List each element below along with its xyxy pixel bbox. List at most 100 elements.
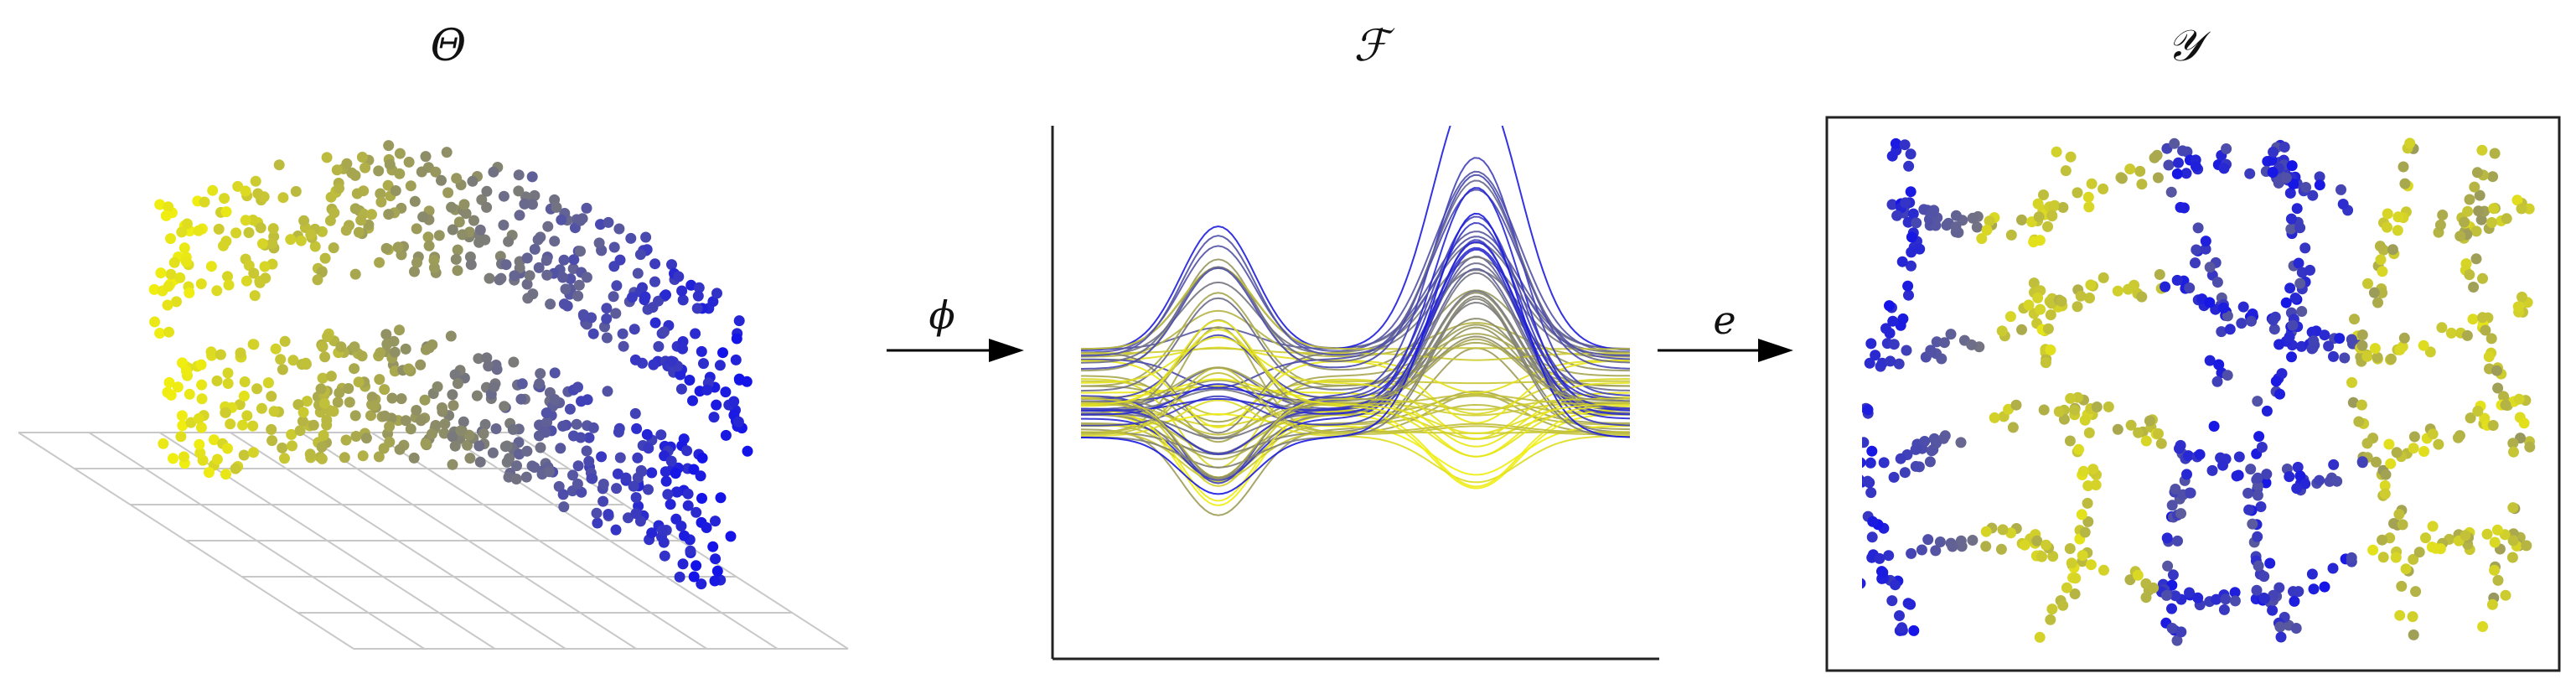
theta-point bbox=[416, 166, 427, 178]
theta-point bbox=[375, 196, 387, 208]
embedding-point bbox=[2286, 351, 2297, 363]
theta-point bbox=[219, 193, 230, 205]
embedding-point bbox=[2242, 487, 2254, 499]
arrow-phi: ϕ bbox=[887, 293, 1024, 362]
theta-point bbox=[626, 292, 638, 303]
theta-point bbox=[458, 199, 470, 210]
embedding-point bbox=[2172, 535, 2183, 547]
theta-point bbox=[587, 473, 598, 484]
embedding-point bbox=[2060, 165, 2072, 177]
theta-point bbox=[441, 147, 453, 158]
theta-point bbox=[349, 363, 360, 375]
theta-point bbox=[695, 470, 706, 482]
embedding-point bbox=[2032, 292, 2044, 303]
theta-point bbox=[503, 236, 515, 247]
theta-point bbox=[350, 431, 362, 442]
embedding-point bbox=[2512, 301, 2524, 313]
theta-point bbox=[670, 468, 681, 479]
embedding-point bbox=[2268, 324, 2280, 335]
embedding-point bbox=[2103, 401, 2114, 412]
embedding-point bbox=[2327, 562, 2339, 574]
theta-point bbox=[520, 471, 532, 483]
theta-point bbox=[608, 241, 620, 253]
theta-point bbox=[165, 268, 177, 280]
theta-point bbox=[447, 431, 458, 443]
theta-point bbox=[653, 340, 665, 352]
theta-point bbox=[717, 347, 728, 359]
theta-point bbox=[237, 419, 248, 431]
theta-point bbox=[302, 396, 313, 407]
theta-point bbox=[711, 565, 723, 577]
embedding-point bbox=[1884, 300, 1895, 312]
embedding-point bbox=[1890, 579, 1901, 591]
embedding-point bbox=[1886, 595, 1898, 607]
theta-point bbox=[671, 486, 683, 498]
theta-point bbox=[646, 527, 658, 539]
embedding-point bbox=[2124, 163, 2136, 175]
theta-point bbox=[665, 455, 677, 467]
embedding-point bbox=[2385, 353, 2397, 365]
embedding-point bbox=[2434, 219, 2446, 231]
embedding-point bbox=[2194, 448, 2206, 460]
theta-point bbox=[203, 467, 215, 479]
embedding-point bbox=[2346, 552, 2357, 563]
embedding-point bbox=[2233, 451, 2245, 463]
embedding-point bbox=[1888, 471, 1900, 483]
embedding-point bbox=[1896, 256, 1908, 267]
embedding-point bbox=[2082, 480, 2094, 491]
embedding-point bbox=[2356, 399, 2367, 411]
embedding-point bbox=[2477, 272, 2488, 284]
theta-point bbox=[581, 202, 592, 214]
theta-point bbox=[587, 422, 599, 433]
theta-point bbox=[632, 452, 644, 464]
embedding-point bbox=[2031, 535, 2043, 547]
embedding-point bbox=[2069, 404, 2081, 416]
embedding-point bbox=[2222, 370, 2233, 381]
embedding-point bbox=[2253, 560, 2264, 572]
theta-point bbox=[211, 453, 223, 465]
theta-point bbox=[682, 488, 694, 500]
embedding-point bbox=[2306, 568, 2318, 580]
embedding-point bbox=[1896, 622, 1907, 634]
theta-point bbox=[535, 368, 546, 380]
embedding-point bbox=[1864, 357, 1875, 369]
theta-point bbox=[561, 300, 573, 312]
theta-point bbox=[742, 445, 753, 457]
theta-point bbox=[400, 415, 411, 427]
theta-point bbox=[532, 234, 544, 246]
theta-point bbox=[509, 270, 520, 282]
embedding-point bbox=[2367, 544, 2379, 556]
theta-point bbox=[394, 443, 406, 455]
embedding-point bbox=[1950, 221, 1962, 233]
embedding-point bbox=[2229, 595, 2241, 607]
theta-point bbox=[481, 185, 493, 197]
function-curve bbox=[1080, 366, 1630, 433]
embedding-point bbox=[1905, 598, 1916, 610]
embedding-point bbox=[2413, 547, 2425, 558]
theta-point bbox=[225, 418, 236, 430]
theta-point bbox=[184, 287, 195, 298]
embedding-point bbox=[2268, 146, 2279, 158]
theta-point bbox=[447, 400, 459, 412]
embedding-point bbox=[2284, 471, 2295, 483]
theta-point bbox=[632, 267, 644, 279]
theta-point bbox=[383, 209, 395, 220]
theta-point bbox=[666, 259, 677, 271]
theta-point bbox=[453, 216, 465, 228]
embedding-point bbox=[2004, 311, 2016, 323]
embedding-point bbox=[2047, 551, 2059, 562]
embedding-point bbox=[2420, 532, 2431, 544]
theta-point bbox=[628, 480, 639, 492]
theta-point bbox=[457, 229, 468, 241]
embedding-point bbox=[2506, 552, 2518, 563]
embedding-point bbox=[2518, 417, 2530, 429]
theta-point bbox=[529, 462, 541, 473]
embedding-point bbox=[2253, 431, 2265, 443]
embedding-point bbox=[2280, 172, 2292, 184]
embedding-point bbox=[2028, 277, 2040, 289]
embedding-point bbox=[1891, 210, 1903, 221]
theta-point bbox=[725, 531, 737, 542]
theta-point bbox=[696, 493, 707, 504]
theta-point bbox=[290, 185, 302, 197]
embedding-point bbox=[2090, 479, 2102, 490]
